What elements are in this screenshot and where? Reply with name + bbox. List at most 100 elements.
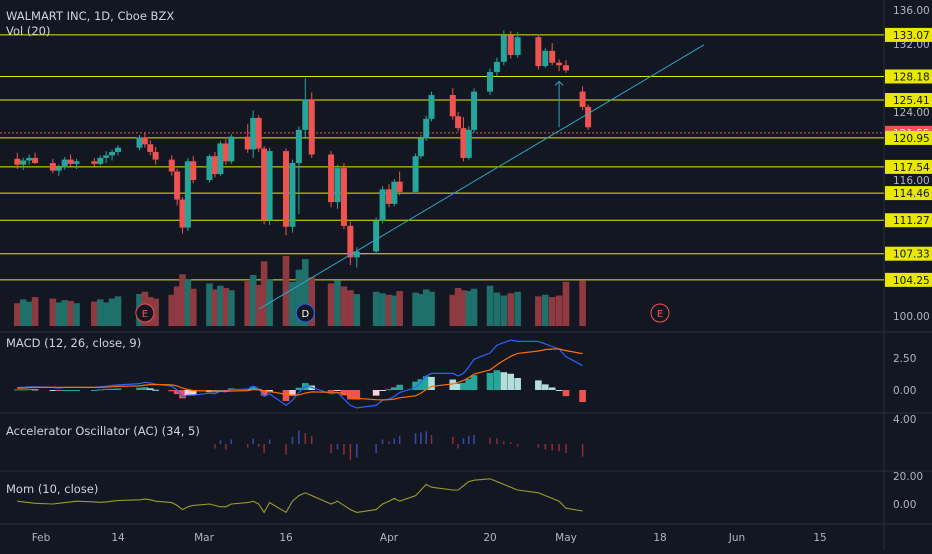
ac-bar xyxy=(230,439,233,444)
candle-body xyxy=(386,189,392,204)
candle-body xyxy=(579,91,586,107)
level-label-bg-5 xyxy=(885,159,932,174)
candle-body xyxy=(289,163,296,227)
candle-body xyxy=(493,61,500,73)
candle-body xyxy=(500,35,507,62)
ac-bar xyxy=(414,433,417,444)
event-marker-earnings: E xyxy=(650,303,670,323)
event-circle xyxy=(295,303,315,323)
candle-body xyxy=(487,72,493,92)
macd-histogram-bar xyxy=(189,390,197,395)
macd-indicator-label: MACD (12, 26, close, 9) xyxy=(6,336,142,350)
macd-histogram-bar xyxy=(449,379,457,390)
candle-body xyxy=(250,117,257,150)
volume-bar xyxy=(347,290,354,326)
ac-bar xyxy=(398,435,401,444)
ac-bar xyxy=(516,444,519,447)
volume-indicator-label: Vol (20) xyxy=(6,24,51,38)
macd-histogram-bar xyxy=(260,390,268,396)
volume-bar xyxy=(31,297,39,326)
ac-bar xyxy=(330,444,332,453)
volume-bar xyxy=(428,291,435,326)
ac-bar xyxy=(375,444,377,453)
macd-histogram-bar xyxy=(222,390,230,391)
price-tick-4: 100.00 xyxy=(893,311,930,323)
volume-bar xyxy=(67,300,74,326)
macd-histogram-bar xyxy=(353,390,361,400)
macd-histogram-bar xyxy=(465,379,473,390)
ac-bar xyxy=(452,436,454,444)
macd-histogram-bar xyxy=(535,380,542,390)
macd-tick-0: 2.50 xyxy=(893,353,916,365)
candle-body xyxy=(97,157,104,164)
ac-bar xyxy=(336,444,339,450)
candle-body xyxy=(471,91,478,130)
volume-bar xyxy=(211,289,219,326)
volume-bar xyxy=(179,274,186,326)
level-label-1: 128.18 xyxy=(893,71,930,83)
volume-bar xyxy=(102,302,110,326)
macd-histogram-bar xyxy=(102,388,110,390)
macd-histogram-bar xyxy=(289,390,296,395)
macd-histogram-bar xyxy=(396,384,403,390)
candle-body xyxy=(373,220,380,252)
candle-body xyxy=(179,199,186,228)
candle-body xyxy=(328,154,335,203)
ac-bar xyxy=(214,444,216,449)
ac-bar xyxy=(225,444,227,450)
volume-bar xyxy=(295,269,303,326)
volume-bar xyxy=(91,301,98,326)
volume-bar xyxy=(244,281,252,326)
level-label-bg-1 xyxy=(885,69,932,84)
event-label: E xyxy=(142,309,148,320)
candle-body xyxy=(340,168,347,226)
macd-histogram-bar xyxy=(385,389,393,391)
volume-bar xyxy=(514,291,521,326)
macd-histogram-bar xyxy=(19,389,27,391)
event-label: E xyxy=(657,309,663,320)
ac-bar xyxy=(349,444,352,461)
macd-histogram-bar xyxy=(379,390,386,391)
level-label-8: 107.33 xyxy=(893,249,930,261)
macd-histogram-bar xyxy=(470,375,478,390)
volume-bar xyxy=(548,297,556,326)
candle-body xyxy=(353,251,360,258)
macd-histogram-bar xyxy=(454,383,462,390)
ac-bar xyxy=(285,444,287,455)
macd-tick-1: 0.00 xyxy=(893,385,916,397)
volume-bar xyxy=(184,279,192,326)
volume-bar xyxy=(493,292,501,326)
candle-body xyxy=(14,158,21,165)
macd-histogram-bar xyxy=(25,389,33,391)
candle-body xyxy=(20,160,27,165)
arrow-head xyxy=(554,80,564,86)
ac-indicator-label: Accelerator Oscillator (AC) (34, 5) xyxy=(6,424,200,438)
ac-bar xyxy=(388,441,390,444)
time-tick-9: 15 xyxy=(813,532,826,544)
macd-histogram-bar xyxy=(541,384,549,390)
macd-histogram-bar xyxy=(372,390,380,396)
ac-bar xyxy=(462,438,465,444)
volume-bar xyxy=(460,290,467,326)
volume-bar xyxy=(152,298,159,326)
ac-bar xyxy=(291,436,294,444)
level-label-0: 133.07 xyxy=(893,30,930,42)
macd-histogram-bar xyxy=(555,390,563,391)
ac-bar xyxy=(551,444,553,451)
candle-body xyxy=(428,95,435,119)
volume-bar xyxy=(535,296,542,326)
volume-bar xyxy=(228,290,235,326)
ac-bar xyxy=(425,431,427,444)
volume-bar xyxy=(19,299,27,326)
ac-bar xyxy=(381,439,384,444)
volume-bar xyxy=(454,287,462,326)
volume-bar xyxy=(372,291,380,326)
volume-bar xyxy=(289,281,296,326)
ac-bar xyxy=(257,444,260,447)
ac-bar xyxy=(252,438,254,444)
time-tick-8: Jun xyxy=(728,532,745,544)
macd-line xyxy=(17,339,583,409)
ac-bar xyxy=(304,433,307,444)
time-tick-7: 18 xyxy=(653,532,666,544)
